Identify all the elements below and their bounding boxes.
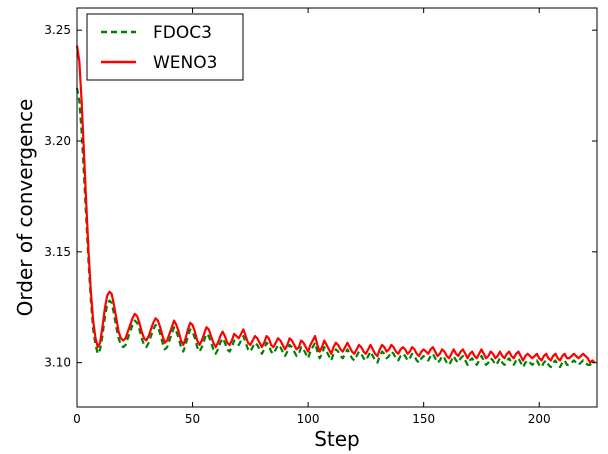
x-tick-label: 200 bbox=[528, 412, 551, 426]
series-line-weno3 bbox=[75, 45, 596, 364]
y-axis-label: Order of convergence bbox=[13, 99, 37, 317]
x-axis-label: Step bbox=[314, 427, 360, 451]
y-tick-label: 3.20 bbox=[44, 134, 71, 148]
legend-box bbox=[86, 13, 244, 81]
y-axis-ticks: 3.10 3.15 3.20 3.25 bbox=[44, 23, 597, 370]
x-tick-label: 150 bbox=[412, 412, 435, 426]
x-axis-ticks: 0 50 100 150 200 bbox=[73, 8, 551, 426]
legend: FDOC3 WENO3 bbox=[86, 13, 244, 81]
y-tick-label: 3.10 bbox=[44, 356, 71, 370]
legend-label-fdoc3: FDOC3 bbox=[153, 23, 212, 43]
legend-label-weno3: WENO3 bbox=[153, 53, 217, 73]
x-tick-label: 100 bbox=[297, 412, 320, 426]
plot-area bbox=[75, 45, 596, 369]
series-line-fdoc3 bbox=[75, 87, 595, 369]
y-tick-label: 3.15 bbox=[44, 245, 71, 259]
x-tick-label: 0 bbox=[73, 412, 81, 426]
x-tick-label: 50 bbox=[185, 412, 200, 426]
y-tick-label: 3.25 bbox=[44, 23, 71, 37]
axes-frame bbox=[76, 7, 598, 408]
